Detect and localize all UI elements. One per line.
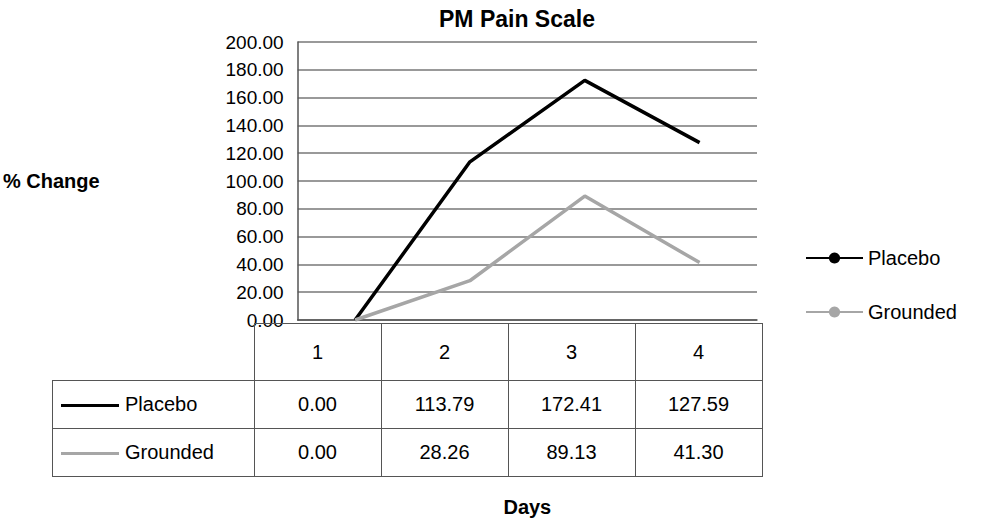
svg-text:120.00: 120.00 (226, 143, 284, 164)
svg-text:20.00: 20.00 (236, 282, 284, 303)
html-text:4: 4 (692, 340, 705, 363)
html-text:1: 1 (311, 340, 324, 363)
svg-text:40.00: 40.00 (236, 254, 284, 275)
svg-text:Placebo: Placebo (868, 247, 940, 269)
html-text:127.59: 127.59 (667, 393, 730, 415)
html-text:28.26: 28.26 (419, 441, 470, 463)
svg-text:Days: Days (503, 496, 551, 518)
svg-text:200.00: 200.00 (226, 32, 284, 53)
html-text:113.79: 113.79 (414, 393, 475, 415)
svg-text:Grounded: Grounded (868, 301, 957, 323)
svg-text:0.00: 0.00 (247, 310, 284, 331)
svg-text:% Change: % Change (3, 170, 100, 192)
svg-text:160.00: 160.00 (226, 87, 284, 108)
html-text:172.41: 172.41 (540, 393, 603, 415)
svg-text:PM Pain Scale: PM Pain Scale (439, 6, 595, 32)
html-text:3: 3 (565, 340, 578, 363)
html-text:0.00: 0.00 (298, 393, 337, 415)
html-text:89.13: 89.13 (546, 441, 597, 463)
html-text:41.30: 41.30 (673, 441, 724, 463)
html-text:Grounded: Grounded (125, 441, 214, 463)
html-text:Placebo: Placebo (125, 393, 198, 415)
svg-text:80.00: 80.00 (236, 198, 284, 219)
html-text:0.00: 0.00 (298, 441, 337, 463)
svg-text:100.00: 100.00 (226, 171, 284, 192)
svg-text:140.00: 140.00 (226, 115, 284, 136)
svg-text:180.00: 180.00 (226, 59, 284, 80)
html-text:2: 2 (438, 340, 451, 363)
svg-text:60.00: 60.00 (236, 226, 284, 247)
